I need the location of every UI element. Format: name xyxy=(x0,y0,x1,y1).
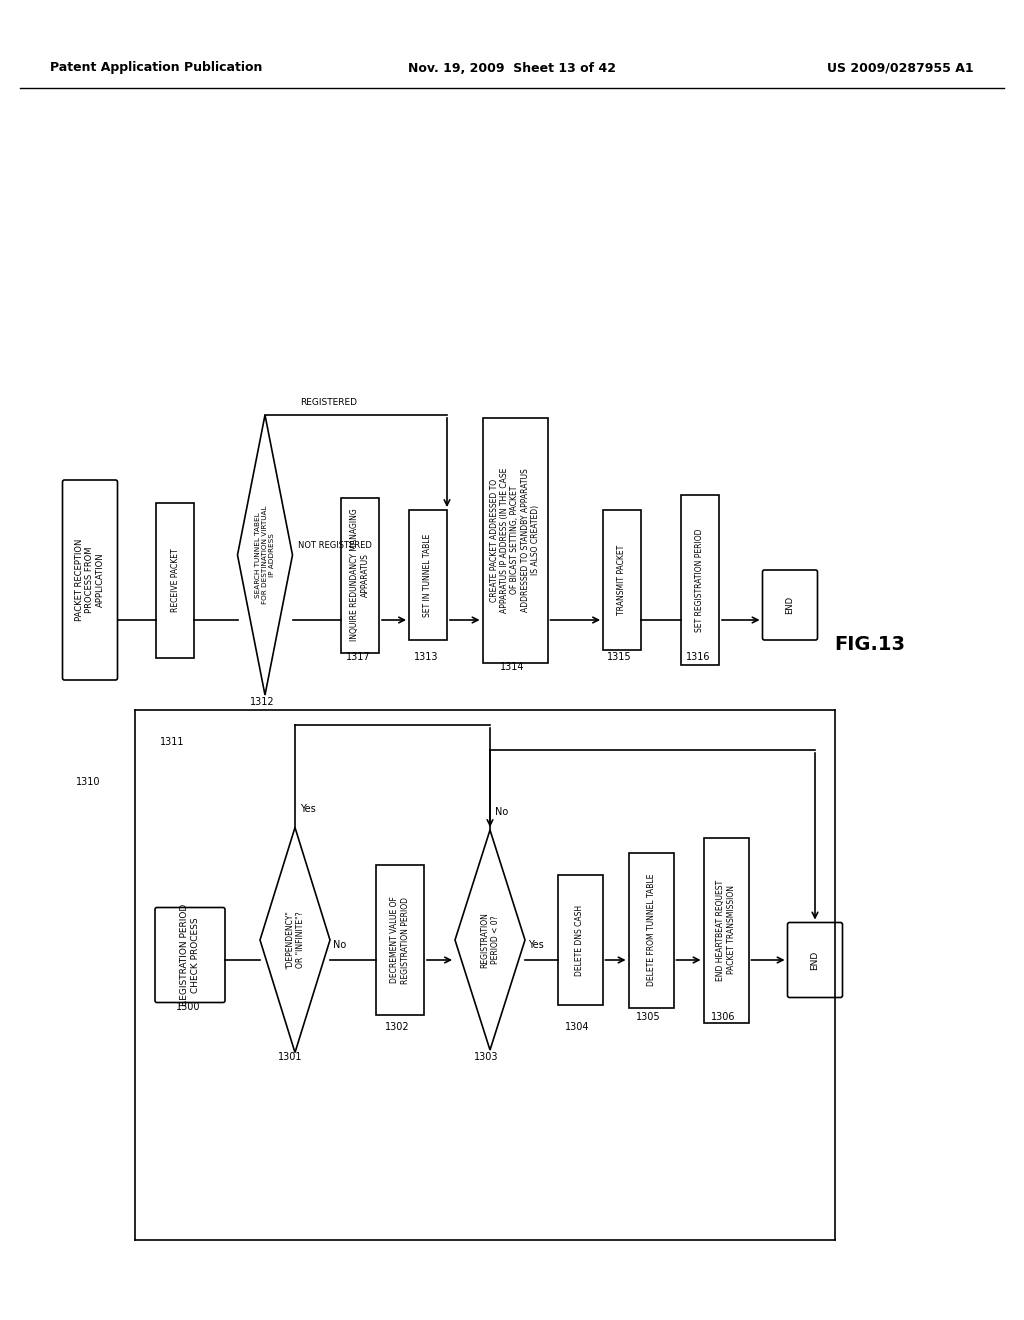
FancyBboxPatch shape xyxy=(763,570,817,640)
Text: 1300: 1300 xyxy=(176,1002,201,1012)
FancyBboxPatch shape xyxy=(155,908,225,1002)
Text: 1317: 1317 xyxy=(346,652,371,663)
Polygon shape xyxy=(238,414,293,696)
Text: 1314: 1314 xyxy=(500,663,524,672)
Text: Patent Application Publication: Patent Application Publication xyxy=(50,62,262,74)
Text: 1305: 1305 xyxy=(636,1012,660,1022)
Bar xyxy=(156,503,194,657)
Text: No: No xyxy=(495,807,508,817)
Polygon shape xyxy=(455,830,525,1049)
Text: 1313: 1313 xyxy=(414,652,438,663)
Text: 1303: 1303 xyxy=(474,1052,499,1063)
Text: US 2009/0287955 A1: US 2009/0287955 A1 xyxy=(827,62,974,74)
Bar xyxy=(482,417,548,663)
Text: FIG.13: FIG.13 xyxy=(835,635,905,655)
Text: DECREMENT VALUE OF
REGISTRATION PERIOD: DECREMENT VALUE OF REGISTRATION PERIOD xyxy=(390,896,410,983)
Text: No: No xyxy=(333,940,346,950)
Text: 1304: 1304 xyxy=(565,1022,589,1032)
Text: REGISTRATION
PERIOD < 0?: REGISTRATION PERIOD < 0? xyxy=(480,912,500,968)
Text: 1306: 1306 xyxy=(711,1012,735,1022)
Text: NOT REGISTERED: NOT REGISTERED xyxy=(298,541,372,550)
Bar xyxy=(341,498,379,652)
Bar xyxy=(629,853,674,1007)
Text: PACKET RECEPTION
PROCESS FROM
APPLICATION: PACKET RECEPTION PROCESS FROM APPLICATIO… xyxy=(75,539,104,622)
Bar xyxy=(703,837,749,1023)
Bar xyxy=(681,495,719,665)
Text: TRANSMIT PACKET: TRANSMIT PACKET xyxy=(617,545,627,615)
Text: SEARCH TUNNEL TABEL
FOR DESTINATION VIRTUAL
IP ADDRESS: SEARCH TUNNEL TABEL FOR DESTINATION VIRT… xyxy=(255,506,275,605)
Text: 1301: 1301 xyxy=(278,1052,302,1063)
Text: REGISTRATION PERIOD
CHECK PROCESS: REGISTRATION PERIOD CHECK PROCESS xyxy=(180,904,200,1006)
Text: 1302: 1302 xyxy=(385,1022,410,1032)
Text: SET REGISTRATION PERIOD: SET REGISTRATION PERIOD xyxy=(695,528,705,632)
Text: END HEARTBEAT REQUEST
PACKET TRANSMISSION: END HEARTBEAT REQUEST PACKET TRANSMISSIO… xyxy=(717,879,735,981)
Text: DELETE FROM TUNNEL TABLE: DELETE FROM TUNNEL TABLE xyxy=(646,874,655,986)
FancyBboxPatch shape xyxy=(62,480,118,680)
Text: 1316: 1316 xyxy=(686,652,711,663)
Text: Yes: Yes xyxy=(300,804,315,814)
Text: INQUIRE REDUNDANCY MANAGING
APPARATUS: INQUIRE REDUNDANCY MANAGING APPARATUS xyxy=(350,508,370,642)
FancyBboxPatch shape xyxy=(787,923,843,998)
Polygon shape xyxy=(260,828,330,1052)
Text: CREATE PACKET ADDRESSED TO
APPARATUS IP ADDRESS (IN THE CASE
OF BICAST SETTING, : CREATE PACKET ADDRESSED TO APPARATUS IP … xyxy=(489,467,541,612)
Text: END: END xyxy=(811,950,819,970)
Text: 1311: 1311 xyxy=(160,737,184,747)
Text: Nov. 19, 2009  Sheet 13 of 42: Nov. 19, 2009 Sheet 13 of 42 xyxy=(408,62,616,74)
Text: DELETE DNS CASH: DELETE DNS CASH xyxy=(575,904,585,975)
Bar xyxy=(603,510,641,649)
Text: 1310: 1310 xyxy=(76,777,100,787)
Text: SET IN TUNNEL TABLE: SET IN TUNNEL TABLE xyxy=(424,533,432,616)
Text: 1315: 1315 xyxy=(606,652,632,663)
Text: "DEPENDENCY"
OR "INFINITE"?: "DEPENDENCY" OR "INFINITE"? xyxy=(286,911,305,969)
Text: 1312: 1312 xyxy=(250,697,274,708)
Text: Yes: Yes xyxy=(528,940,544,950)
Bar xyxy=(409,510,447,640)
Bar xyxy=(376,865,424,1015)
Text: END: END xyxy=(785,595,795,614)
Bar xyxy=(557,875,602,1005)
Text: REGISTERED: REGISTERED xyxy=(300,399,357,407)
Text: RECEIVE PACKET: RECEIVE PACKET xyxy=(171,548,179,611)
